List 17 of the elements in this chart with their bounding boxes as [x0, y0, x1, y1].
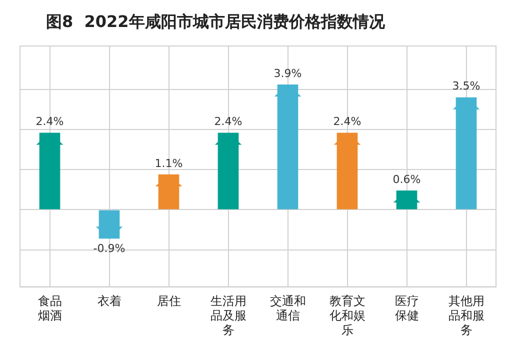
x-tick-label: 交通和通信	[270, 294, 306, 323]
x-tick-label: 食品烟酒	[38, 294, 62, 323]
data-label: 1.1%	[154, 156, 183, 170]
data-label: -0.9%	[93, 242, 126, 255]
x-tick-label: 衣着	[97, 294, 122, 308]
data-label: 2.4%	[214, 115, 242, 128]
data-label: 2.4%	[333, 115, 362, 128]
x-tick-label: 教育文化和娱乐	[329, 294, 366, 337]
data-label: 0.6%	[392, 172, 421, 186]
data-label: 3.9%	[274, 66, 302, 80]
x-tick-label: 其他用品和服务	[448, 294, 484, 337]
x-tick-label: 医疗保健	[394, 294, 419, 323]
x-tick-label: 居住	[156, 294, 181, 308]
data-label: 3.5%	[452, 80, 480, 93]
x-tick-label: 生活用品及服务	[210, 294, 246, 337]
data-label: 2.4%	[36, 115, 64, 128]
chart-title: 图8 2022年咸阳市城市居民消费价格指数情况	[46, 12, 385, 33]
